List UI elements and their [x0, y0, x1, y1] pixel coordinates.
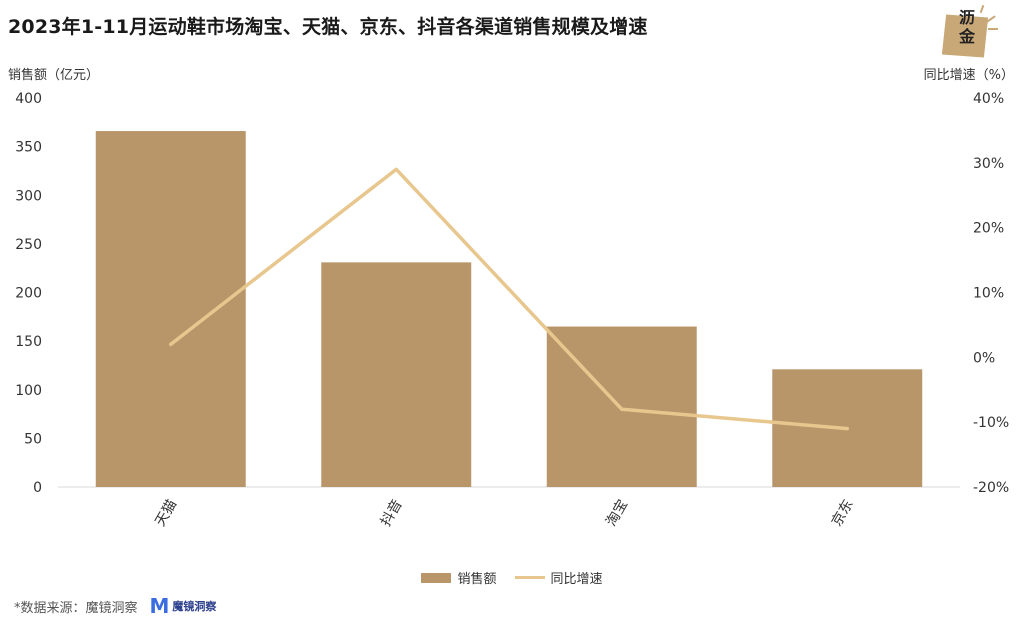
y2-tick-label: 0% — [973, 350, 995, 366]
right-axis-title: 同比增速（%） — [923, 68, 1014, 83]
x-tick-label: 天猫 — [152, 497, 180, 529]
bar-天猫 — [95, 131, 246, 487]
y2-tick-label: 40% — [973, 91, 1004, 107]
x-tick-label: 淘宝 — [603, 497, 631, 529]
growth-line — [169, 167, 849, 431]
y2-tick-label: -10% — [973, 415, 1009, 431]
brand-m-icon: M — [149, 594, 170, 618]
y-tick-label: 300 — [15, 188, 42, 204]
y-tick-label: 50 — [24, 431, 42, 447]
brand-name: 魔镜洞察 — [172, 600, 217, 613]
growth-point-抖音 — [394, 167, 398, 171]
y2-tick-label: -20% — [973, 480, 1009, 496]
growth-point-淘宝 — [620, 407, 624, 411]
y2-tick-label: 30% — [973, 156, 1004, 172]
growth-point-天猫 — [169, 342, 173, 346]
legend-bar-swatch — [421, 572, 452, 583]
source-note: *数据来源：魔镜洞察 — [14, 600, 138, 616]
growth-point-京东 — [845, 427, 849, 431]
y-tick-label: 200 — [15, 286, 42, 302]
logo-ray — [988, 28, 998, 30]
y2-tick-label: 10% — [973, 286, 1004, 302]
y-tick-label: 0 — [33, 480, 42, 496]
chart-legend: 销售额 同比增速 — [0, 568, 1024, 587]
legend-item-line: 同比增速 — [514, 568, 603, 587]
y-tick-label: 100 — [15, 383, 42, 399]
legend-line-label: 同比增速 — [550, 572, 603, 587]
legend-bar-label: 销售额 — [457, 572, 497, 587]
legend-line-swatch — [514, 576, 545, 579]
brand-logo: 沥金 — [941, 4, 1002, 60]
y-tick-label: 150 — [15, 334, 42, 350]
brand-mark: M 魔镜洞察 — [150, 596, 217, 616]
footer: *数据来源：魔镜洞察 M 魔镜洞察 — [14, 596, 216, 616]
chart-title: 2023年1-11月运动鞋市场淘宝、天猫、京东、抖音各渠道销售规模及增速 — [8, 16, 648, 38]
legend-item-bar: 销售额 — [421, 568, 497, 587]
x-tick-label: 京东 — [829, 497, 857, 529]
x-tick-label: 抖音 — [377, 497, 406, 530]
left-axis-title: 销售额（亿元） — [8, 68, 100, 83]
bar-抖音 — [321, 262, 472, 487]
y-tick-label: 250 — [15, 237, 42, 253]
y2-tick-label: 20% — [973, 221, 1004, 237]
logo-text: 沥金 — [958, 8, 975, 46]
y-tick-label: 350 — [15, 140, 42, 156]
y-tick-label: 400 — [15, 91, 42, 107]
